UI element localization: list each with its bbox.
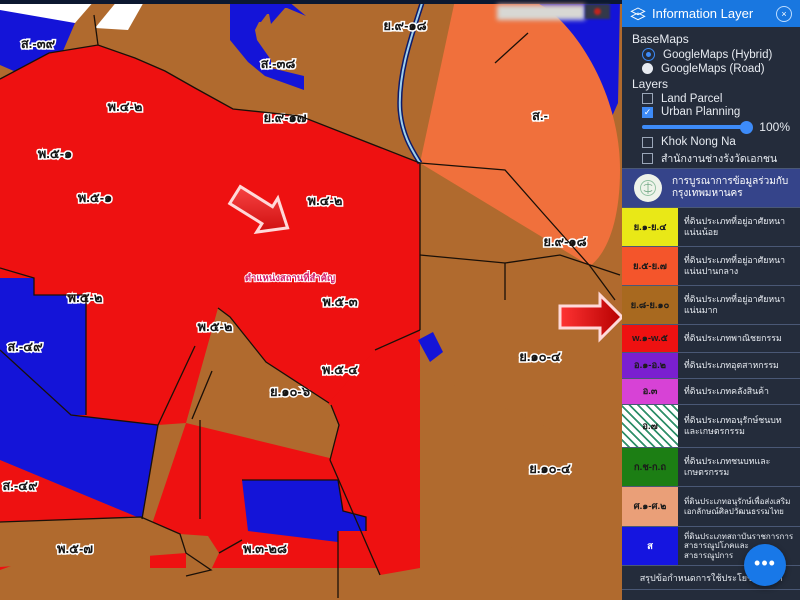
svg-text:ย.๑๐-๔: ย.๑๐-๔ <box>519 349 561 364</box>
svg-text:พ.๓-๒๘: พ.๓-๒๘ <box>243 541 287 556</box>
svg-text:พ.๕-๒: พ.๕-๒ <box>198 319 233 334</box>
svg-text:ย.๙-๑๘: ย.๙-๑๘ <box>543 234 586 249</box>
svg-text:ส.-๔๙: ส.-๔๙ <box>2 478 38 493</box>
svg-text:ย.๙-๑๘: ย.๙-๑๘ <box>383 18 426 33</box>
svg-text:พ.๕-๗: พ.๕-๗ <box>57 541 93 556</box>
svg-text:พ.๕-๑: พ.๕-๑ <box>78 190 113 205</box>
svg-text:พ.๕-๑: พ.๕-๑ <box>38 146 73 161</box>
svg-text:ส.-๓๘: ส.-๓๘ <box>261 56 296 71</box>
svg-text:ส.-๔๙: ส.-๔๙ <box>7 339 43 354</box>
svg-text:พ.๔-๒: พ.๔-๒ <box>108 99 143 114</box>
svg-text:ส.-๓๙: ส.-๓๙ <box>21 36 56 51</box>
svg-text:พ.๕-๒: พ.๕-๒ <box>68 290 103 305</box>
svg-text:พ.๔-๒: พ.๔-๒ <box>308 193 343 208</box>
svg-text:ส.-: ส.- <box>532 108 548 123</box>
svg-text:พ.๕-๔: พ.๕-๔ <box>322 362 358 377</box>
svg-text:ย.๑๐-๔: ย.๑๐-๔ <box>529 461 571 476</box>
svg-text:ตำแหน่งสถานที่สำคัญ: ตำแหน่งสถานที่สำคัญ <box>245 270 335 284</box>
svg-text:พ.๕-๓: พ.๕-๓ <box>322 294 357 309</box>
